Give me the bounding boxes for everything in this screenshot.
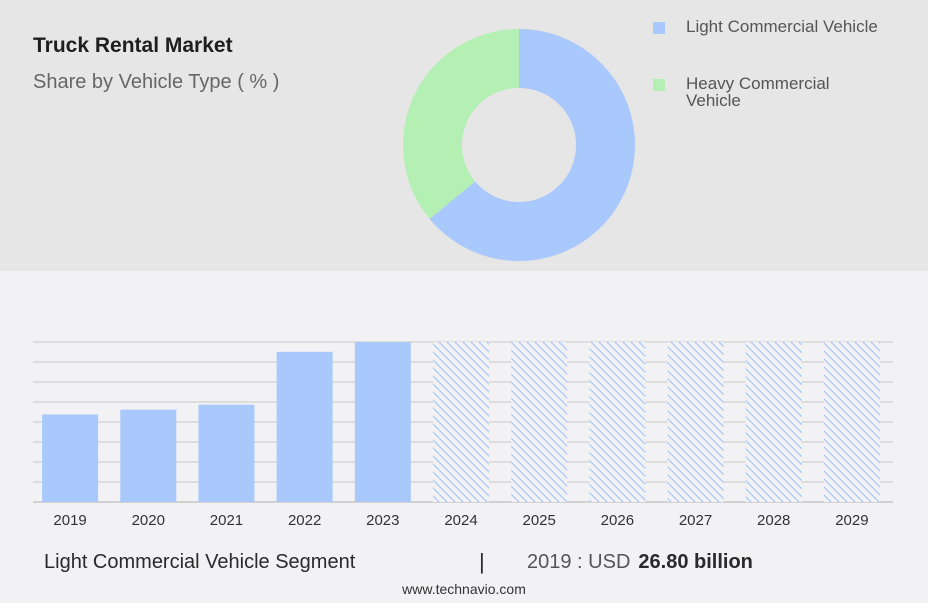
bar-2023 <box>354 342 411 502</box>
bar-2022 <box>276 351 333 502</box>
x-tick-label: 2022 <box>288 512 321 529</box>
footer-year-prefix: 2019 : USD <box>527 551 631 573</box>
bar-2019 <box>42 414 99 502</box>
legend-label-heavy: Heavy Commercial Vehicle <box>686 74 830 110</box>
x-tick-label: 2021 <box>210 512 243 529</box>
footer-divider: | <box>479 549 485 574</box>
legend-swatch-heavy <box>653 79 665 91</box>
x-tick-label: 2026 <box>601 512 634 529</box>
bar-chart: 2019 2020 2021 2022 2023 2024 2025 2026 2027 2028… <box>33 341 893 529</box>
bar-2020 <box>120 409 177 502</box>
legend-swatch-light <box>653 22 665 34</box>
footer-amount: 26.80 billion <box>638 551 753 573</box>
donut-slice-heavy <box>402 29 519 219</box>
footer-value: 2019 : USD 26.80 billion <box>527 551 753 574</box>
forecast-bar-2025 <box>511 342 568 502</box>
bar-2021 <box>198 404 255 502</box>
x-tick-label: 2027 <box>679 512 712 529</box>
x-tick-label: 2019 <box>53 512 86 529</box>
x-tick-label: 2029 <box>835 512 868 529</box>
chart-title: Truck Rental Market <box>33 34 233 57</box>
forecast-bar-2029 <box>823 342 880 502</box>
legend-label-light: Light Commercial Vehicle <box>686 17 878 36</box>
donut-slice-light <box>429 29 635 261</box>
x-tick-label: 2020 <box>132 512 165 529</box>
chart-subtitle: Share by Vehicle Type ( % ) <box>33 71 280 93</box>
x-tick-label: 2023 <box>366 512 399 529</box>
x-tick-label: 2028 <box>757 512 790 529</box>
footer-segment-label: Light Commercial Vehicle Segment <box>44 551 356 573</box>
x-tick-label: 2024 <box>444 512 477 529</box>
source-credit: www.technavio.com <box>402 581 526 597</box>
forecast-bar-2026 <box>589 342 646 502</box>
forecast-bar-2028 <box>745 342 802 502</box>
forecast-bar-2024 <box>433 342 489 502</box>
forecast-bar-2027 <box>667 342 724 502</box>
donut-chart <box>402 29 635 261</box>
x-tick-label: 2025 <box>522 512 555 529</box>
